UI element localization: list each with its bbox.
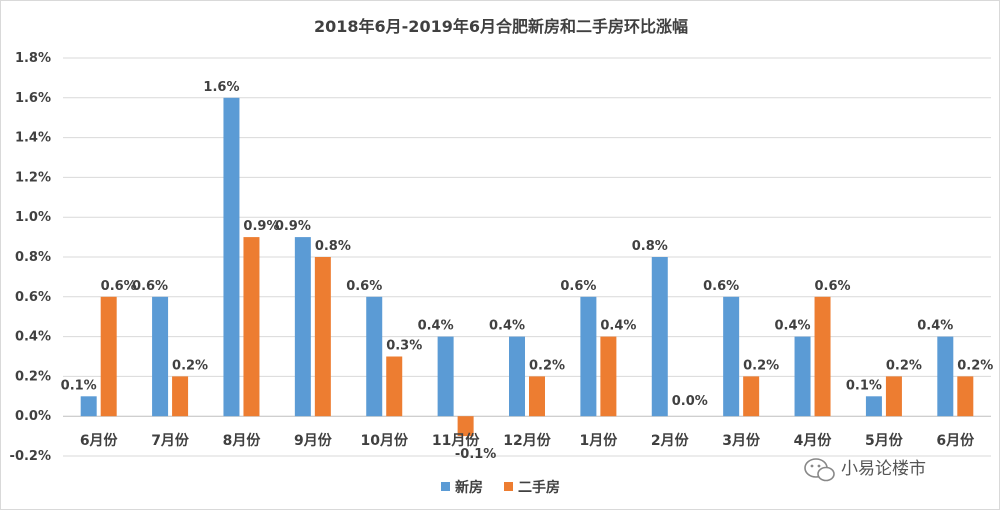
data-label: 0.3% (386, 339, 422, 354)
bar-new-12 (937, 336, 954, 417)
bar-resale-6 (529, 376, 545, 417)
data-label: -0.1% (455, 447, 496, 462)
bar-new-5 (437, 336, 454, 417)
x-tick-label: 11月份 (432, 432, 480, 449)
x-tick-label: 6月份 (936, 432, 975, 449)
bars (80, 97, 974, 437)
x-axis-ticks: 6月份 7月份 8月份 9月份 10月份 11月份 12月份 1月份 2月份 3月份 4月份 5月份 6… (80, 432, 975, 449)
x-tick-label: 10月份 (360, 432, 408, 449)
bar-resale-9 (743, 376, 760, 417)
data-label: 0.2% (529, 358, 565, 373)
data-label: 0.2% (743, 358, 779, 373)
data-label: 0.4% (418, 319, 454, 334)
bar-resale-5 (457, 416, 474, 437)
y-axis-ticks: -0.2% 0.0% 0.2% 0.4% 0.6% 0.8% 1.0% 1.2% 1.4% 1.6… (10, 51, 51, 464)
x-tick-label: 12月份 (503, 432, 551, 449)
data-label: 0.6% (703, 279, 739, 294)
bar-resale-2 (243, 237, 260, 417)
bar-new-4 (366, 296, 383, 417)
wechat-icon (804, 458, 835, 482)
legend-label: 二手房 (518, 479, 560, 496)
data-label: 0.6% (560, 279, 596, 294)
bar-resale-0 (100, 296, 117, 417)
y-tick-label: -0.2% (10, 449, 51, 464)
data-label: 0.6% (132, 279, 168, 294)
data-label: 0.8% (632, 239, 668, 254)
data-label: 0.1% (61, 378, 97, 393)
bar-new-8 (651, 257, 668, 417)
watermark: 小易论楼市 (804, 458, 926, 482)
x-tick-label: 7月份 (151, 432, 190, 449)
bar-resale-4 (386, 356, 403, 417)
legend-swatch (504, 482, 513, 491)
x-tick-label: 1月份 (580, 432, 619, 449)
data-label: 0.8% (315, 239, 351, 254)
x-tick-label: 3月份 (722, 432, 761, 449)
y-tick-label: 0.4% (15, 330, 51, 345)
y-tick-label: 0.0% (15, 409, 51, 424)
bar-new-3 (294, 237, 311, 417)
gridlines (63, 57, 991, 457)
legend-swatch (441, 482, 450, 491)
data-label: 0.9% (243, 219, 279, 234)
bar-new-7 (580, 296, 597, 417)
bar-resale-7 (600, 336, 617, 417)
y-tick-label: 1.8% (15, 51, 51, 66)
data-label: 0.4% (489, 319, 525, 334)
data-label: 0.4% (600, 319, 636, 334)
data-label: 0.4% (775, 319, 811, 334)
y-tick-label: 0.6% (15, 290, 51, 305)
data-label: 0.6% (815, 279, 851, 294)
x-tick-label: 6月份 (80, 432, 119, 449)
bar-new-0 (80, 396, 97, 417)
y-tick-label: 1.2% (15, 170, 51, 185)
legend-label: 新房 (455, 479, 483, 496)
y-tick-label: 0.2% (15, 369, 51, 384)
bar-new-9 (723, 296, 740, 417)
bar-new-6 (509, 336, 525, 417)
data-label: 0.2% (172, 358, 208, 373)
y-tick-label: 1.4% (15, 131, 51, 146)
x-tick-label: 5月份 (865, 432, 904, 449)
bar-new-10 (794, 336, 811, 417)
bar-resale-1 (172, 376, 189, 417)
bar-resale-12 (957, 376, 974, 417)
y-tick-label: 0.8% (15, 250, 51, 265)
legend: 新房 二手房 (441, 479, 560, 496)
data-label: 1.6% (203, 80, 239, 95)
x-tick-label: 4月份 (794, 432, 833, 449)
chart-title: 2018年6月-2019年6月合肥新房和二手房环比涨幅 (314, 17, 688, 36)
data-label: 0.2% (886, 358, 922, 373)
watermark-text: 小易论楼市 (841, 459, 926, 479)
bar-new-1 (152, 296, 169, 417)
data-label: 0.9% (275, 219, 311, 234)
x-tick-label: 2月份 (651, 432, 690, 449)
data-label: 0.0% (672, 394, 708, 409)
bar-new-2 (223, 97, 240, 417)
data-label: 0.1% (846, 378, 882, 393)
x-tick-label: 9月份 (294, 432, 333, 449)
y-tick-label: 1.0% (15, 210, 51, 225)
data-label: 0.2% (957, 358, 993, 373)
data-label: 0.4% (917, 319, 953, 334)
bar-new-11 (865, 396, 882, 417)
x-tick-label: 8月份 (223, 432, 262, 449)
bar-resale-11 (885, 376, 902, 417)
data-label: 0.6% (101, 279, 137, 294)
data-labels: 0.1% 0.6% 1.6% 0.9% 0.6% 0.4% 0.4% 0.6% 0.8% 0.6%… (61, 80, 994, 462)
bar-resale-3 (314, 257, 331, 417)
bar-resale-10 (814, 296, 831, 417)
data-label: 0.6% (346, 279, 382, 294)
y-tick-label: 1.6% (15, 91, 51, 106)
